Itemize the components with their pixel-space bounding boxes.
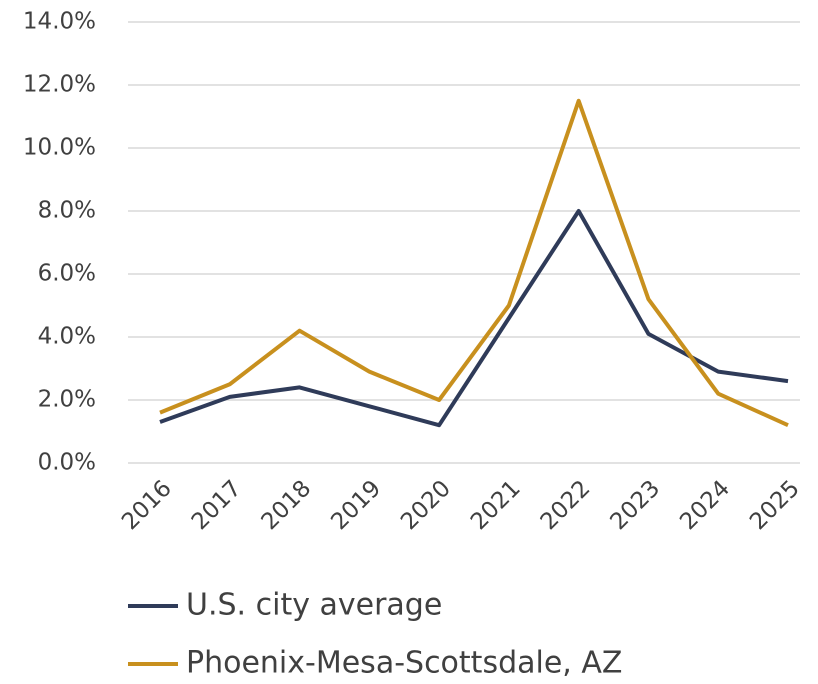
y-tick-label: 6.0%: [38, 261, 96, 287]
y-tick-label: 8.0%: [38, 198, 96, 224]
series-line: [159, 209, 789, 428]
y-tick-label: 10.0%: [23, 135, 96, 161]
y-tick-label: 0.0%: [38, 450, 96, 476]
series-line: [159, 98, 789, 428]
y-tick-label: 4.0%: [38, 324, 96, 350]
x-tick-label: 2016: [117, 475, 177, 535]
x-tick-label: 2020: [396, 475, 456, 535]
legend-label: Phoenix-Mesa-Scottsdale, AZ: [186, 646, 622, 681]
x-tick-label: 2024: [675, 475, 735, 535]
x-tick-label: 2018: [257, 475, 317, 535]
x-tick-label: 2019: [326, 475, 386, 535]
y-tick-label: 2.0%: [38, 387, 96, 413]
x-tick-label: 2023: [605, 475, 665, 535]
x-tick-label: 2021: [466, 475, 526, 535]
x-tick-label: 2017: [187, 475, 247, 535]
legend-label: U.S. city average: [186, 588, 442, 623]
x-tick-label: 2022: [536, 475, 596, 535]
y-tick-label: 14.0%: [23, 9, 96, 35]
y-tick-label: 12.0%: [23, 72, 96, 98]
x-tick-label: 2025: [745, 475, 805, 535]
